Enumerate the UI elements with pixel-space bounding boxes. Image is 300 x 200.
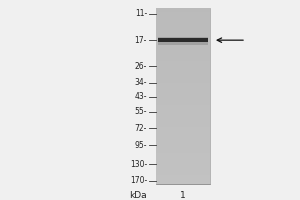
Bar — [156, 43, 210, 47]
Bar — [156, 96, 210, 100]
Text: 26-: 26- — [135, 62, 147, 71]
Bar — [156, 109, 210, 114]
Bar — [156, 140, 210, 145]
Bar — [156, 131, 210, 136]
Text: 170-: 170- — [130, 176, 147, 185]
Bar — [156, 25, 210, 30]
Text: 11-: 11- — [135, 9, 147, 18]
Bar — [156, 65, 210, 70]
Bar — [156, 47, 210, 52]
Bar — [156, 180, 210, 184]
Bar — [156, 127, 210, 131]
Bar — [156, 83, 210, 87]
Bar — [156, 105, 210, 109]
Text: 72-: 72- — [135, 124, 147, 133]
Bar — [156, 167, 210, 171]
Bar — [156, 34, 210, 39]
Bar — [156, 162, 210, 167]
Bar — [158, 37, 208, 45]
Bar — [158, 38, 208, 42]
Bar — [156, 8, 210, 184]
Bar — [156, 149, 210, 153]
Bar — [156, 17, 210, 21]
Bar — [156, 61, 210, 65]
Bar — [156, 171, 210, 175]
Text: 43-: 43- — [134, 92, 147, 101]
Text: 34-: 34- — [134, 78, 147, 87]
Text: 1: 1 — [180, 191, 186, 200]
Bar — [156, 158, 210, 162]
Bar — [156, 12, 210, 17]
Bar — [156, 92, 210, 96]
Bar — [156, 118, 210, 122]
Bar — [156, 52, 210, 56]
Bar — [156, 145, 210, 149]
Text: 17-: 17- — [135, 36, 147, 45]
Bar — [156, 39, 210, 43]
Bar — [156, 70, 210, 74]
Bar — [156, 87, 210, 92]
Bar — [156, 21, 210, 25]
Bar — [156, 30, 210, 34]
Bar — [156, 175, 210, 180]
Bar — [156, 136, 210, 140]
Bar — [156, 100, 210, 105]
Bar — [156, 8, 210, 12]
Bar — [156, 56, 210, 61]
Text: 95-: 95- — [134, 141, 147, 150]
Bar — [156, 153, 210, 158]
Bar — [156, 114, 210, 118]
Text: 55-: 55- — [134, 107, 147, 116]
Text: 130-: 130- — [130, 160, 147, 169]
Bar — [156, 78, 210, 83]
Text: kDa: kDa — [129, 191, 147, 200]
Bar — [156, 74, 210, 78]
Bar — [156, 122, 210, 127]
